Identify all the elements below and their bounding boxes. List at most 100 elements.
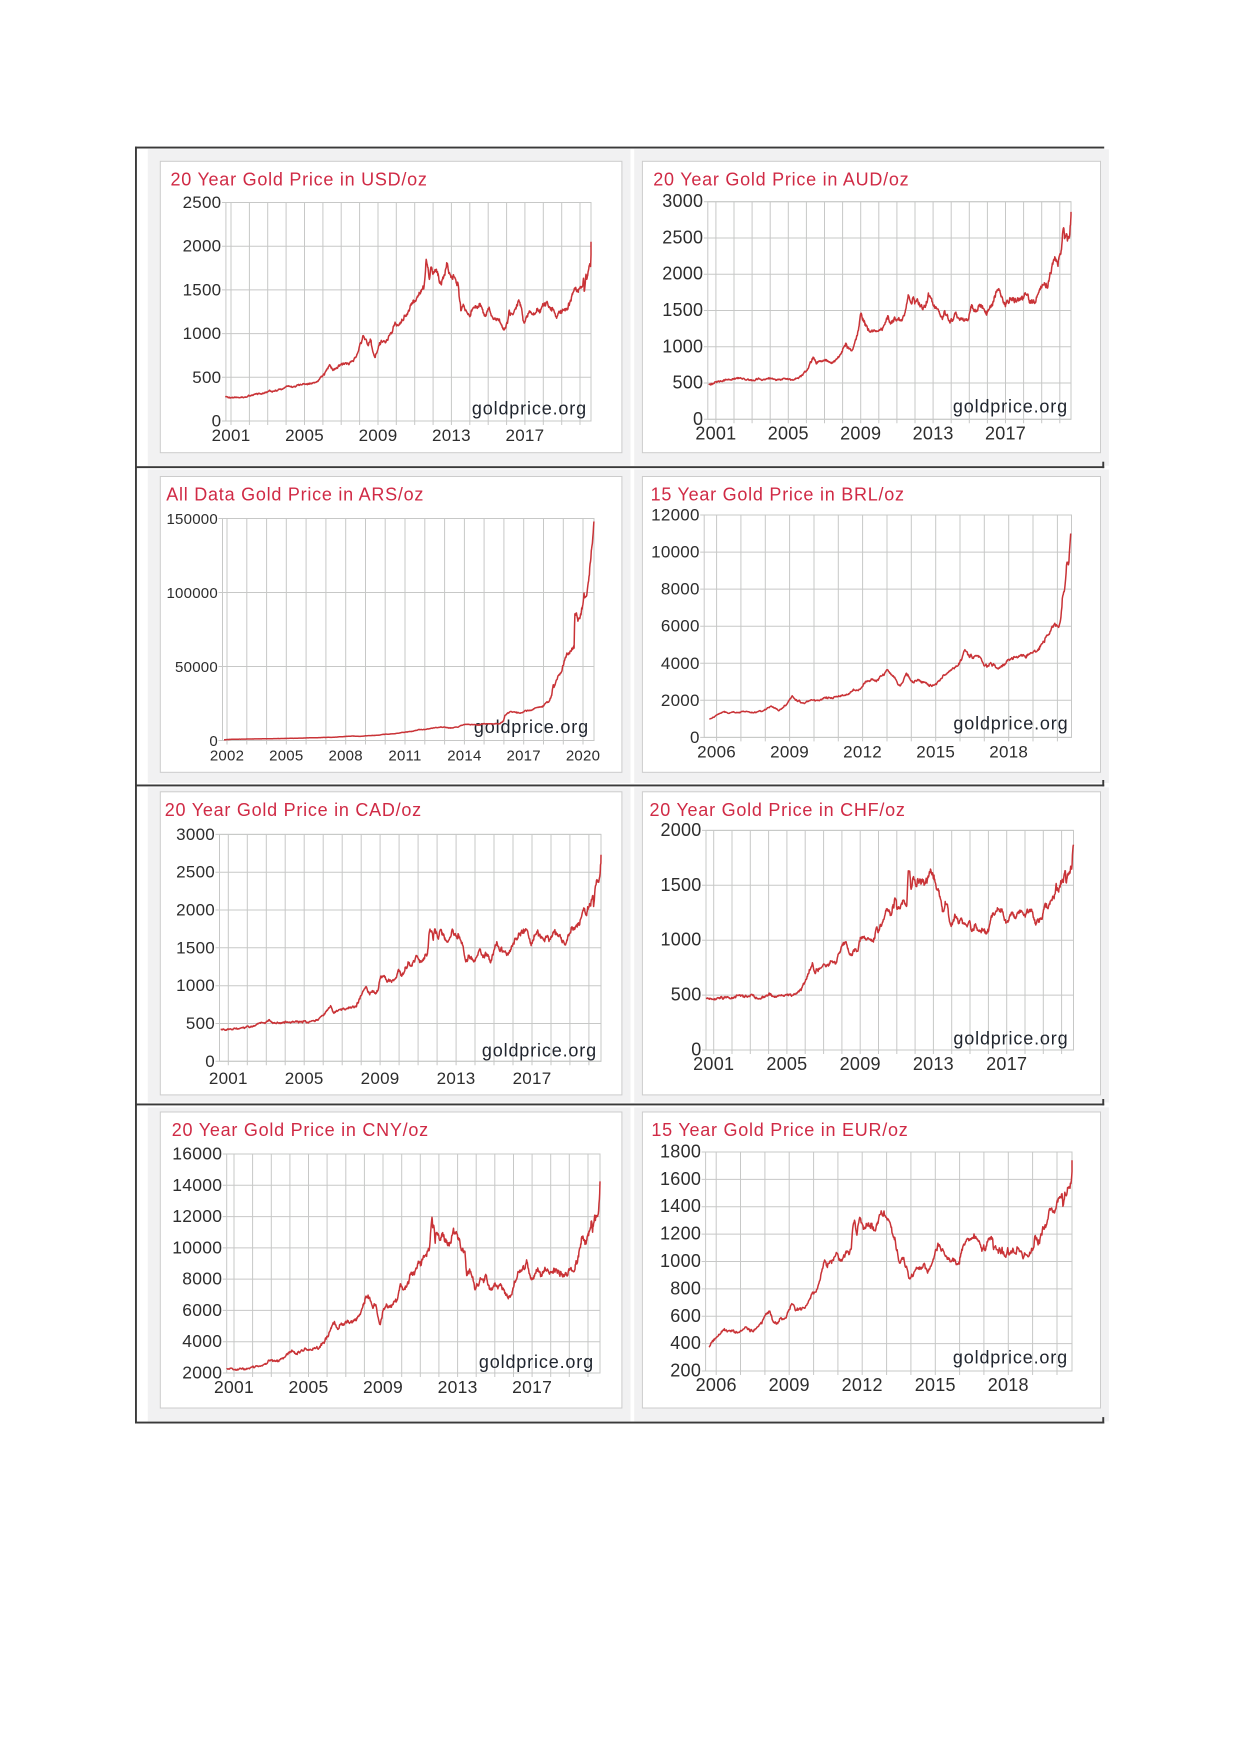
svg-text:8000: 8000	[182, 1269, 222, 1289]
svg-text:goldprice.org: goldprice.org	[472, 399, 587, 419]
svg-text:2017: 2017	[505, 426, 544, 445]
svg-text:200: 200	[670, 1361, 701, 1381]
svg-text:3000: 3000	[662, 191, 703, 211]
svg-text:600: 600	[670, 1306, 701, 1326]
svg-text:2000: 2000	[183, 237, 222, 256]
svg-text:2009: 2009	[840, 1054, 881, 1074]
svg-text:2013: 2013	[438, 1377, 478, 1397]
svg-text:goldprice.org: goldprice.org	[953, 713, 1068, 733]
svg-text:2014: 2014	[447, 748, 481, 765]
svg-text:2017: 2017	[512, 1377, 552, 1397]
svg-text:14000: 14000	[172, 1175, 222, 1195]
svg-text:goldprice.org: goldprice.org	[479, 1352, 594, 1372]
svg-text:goldprice.org: goldprice.org	[953, 1029, 1068, 1049]
svg-text:goldprice.org: goldprice.org	[474, 717, 589, 737]
svg-text:1000: 1000	[183, 324, 222, 343]
svg-text:4000: 4000	[182, 1331, 222, 1351]
svg-text:1500: 1500	[183, 280, 222, 299]
svg-text:2015: 2015	[915, 1375, 956, 1395]
svg-text:2018: 2018	[989, 742, 1028, 761]
svg-text:20 Year Gold Price in USD/oz: 20 Year Gold Price in USD/oz	[171, 169, 428, 189]
svg-text:2006: 2006	[697, 742, 736, 761]
svg-text:15 Year Gold Price in BRL/oz: 15 Year Gold Price in BRL/oz	[651, 485, 905, 505]
svg-text:10000: 10000	[172, 1237, 222, 1257]
svg-text:2009: 2009	[361, 1069, 400, 1088]
svg-text:2009: 2009	[363, 1377, 403, 1397]
svg-text:2017: 2017	[986, 1054, 1027, 1074]
svg-text:1000: 1000	[662, 336, 703, 356]
svg-text:1500: 1500	[176, 938, 215, 957]
svg-text:2005: 2005	[285, 426, 324, 445]
svg-text:2005: 2005	[766, 1054, 807, 1074]
svg-text:2005: 2005	[289, 1377, 329, 1397]
svg-text:2008: 2008	[329, 748, 363, 765]
svg-text:500: 500	[186, 1014, 215, 1033]
svg-text:2000: 2000	[182, 1363, 222, 1383]
svg-text:8000: 8000	[661, 580, 700, 599]
svg-text:goldprice.org: goldprice.org	[482, 1040, 597, 1060]
svg-text:2001: 2001	[695, 423, 736, 443]
svg-text:10000: 10000	[651, 543, 700, 562]
svg-text:2005: 2005	[768, 423, 809, 443]
svg-text:0: 0	[690, 728, 700, 747]
svg-text:2009: 2009	[840, 423, 881, 443]
svg-text:20 Year Gold Price in CAD/oz: 20 Year Gold Price in CAD/oz	[165, 800, 422, 820]
svg-text:2001: 2001	[212, 426, 251, 445]
svg-text:0: 0	[205, 1052, 215, 1071]
svg-text:6000: 6000	[182, 1300, 222, 1320]
svg-text:2011: 2011	[388, 748, 421, 765]
svg-text:2012: 2012	[843, 742, 882, 761]
svg-text:2013: 2013	[913, 423, 954, 443]
svg-text:2013: 2013	[437, 1069, 476, 1088]
svg-text:3000: 3000	[176, 825, 215, 844]
svg-text:15 Year Gold Price in EUR/oz: 15 Year Gold Price in EUR/oz	[651, 1120, 908, 1140]
svg-text:800: 800	[670, 1278, 701, 1298]
svg-text:150000: 150000	[166, 511, 218, 528]
svg-text:1200: 1200	[660, 1224, 701, 1244]
svg-text:50000: 50000	[175, 659, 218, 676]
svg-text:2018: 2018	[988, 1375, 1029, 1395]
svg-text:2001: 2001	[209, 1069, 248, 1088]
svg-text:2009: 2009	[770, 742, 809, 761]
svg-text:1600: 1600	[660, 1169, 701, 1189]
svg-text:goldprice.org: goldprice.org	[953, 1348, 1068, 1368]
svg-text:0: 0	[693, 409, 703, 429]
svg-text:2013: 2013	[432, 426, 471, 445]
svg-text:All Data Gold Price in ARS/oz: All Data Gold Price in ARS/oz	[166, 485, 424, 505]
svg-text:12000: 12000	[172, 1206, 222, 1226]
svg-text:20 Year Gold Price in AUD/oz: 20 Year Gold Price in AUD/oz	[653, 169, 909, 189]
svg-text:1000: 1000	[176, 976, 215, 995]
svg-text:2009: 2009	[359, 426, 398, 445]
svg-text:2005: 2005	[269, 748, 303, 765]
svg-text:16000: 16000	[172, 1144, 222, 1164]
svg-text:12000: 12000	[651, 506, 700, 525]
svg-text:1500: 1500	[662, 300, 703, 320]
svg-text:500: 500	[192, 368, 221, 387]
svg-text:2500: 2500	[662, 228, 703, 248]
svg-text:20 Year Gold Price in CNY/oz: 20 Year Gold Price in CNY/oz	[172, 1120, 429, 1140]
svg-text:6000: 6000	[661, 617, 700, 636]
svg-text:400: 400	[670, 1333, 701, 1353]
svg-text:2009: 2009	[769, 1375, 810, 1395]
svg-text:2013: 2013	[913, 1054, 954, 1074]
svg-text:2500: 2500	[183, 193, 222, 212]
svg-text:2017: 2017	[507, 748, 541, 765]
svg-text:2000: 2000	[660, 820, 701, 840]
svg-text:20 Year Gold Price in CHF/oz: 20 Year Gold Price in CHF/oz	[650, 800, 906, 820]
svg-text:goldprice.org: goldprice.org	[953, 396, 1068, 416]
svg-text:2001: 2001	[214, 1377, 254, 1397]
svg-text:2000: 2000	[662, 264, 703, 284]
svg-text:2015: 2015	[916, 742, 955, 761]
svg-text:2002: 2002	[210, 748, 244, 765]
svg-text:2001: 2001	[693, 1054, 734, 1074]
svg-text:2000: 2000	[661, 691, 700, 710]
svg-text:2017: 2017	[985, 423, 1026, 443]
svg-text:1800: 1800	[660, 1142, 701, 1162]
svg-text:2005: 2005	[285, 1069, 324, 1088]
svg-text:100000: 100000	[166, 585, 218, 602]
svg-text:2017: 2017	[513, 1069, 552, 1088]
svg-text:1000: 1000	[660, 930, 701, 950]
svg-text:0: 0	[691, 1040, 701, 1060]
svg-text:2500: 2500	[176, 863, 215, 882]
svg-text:1500: 1500	[660, 875, 701, 895]
